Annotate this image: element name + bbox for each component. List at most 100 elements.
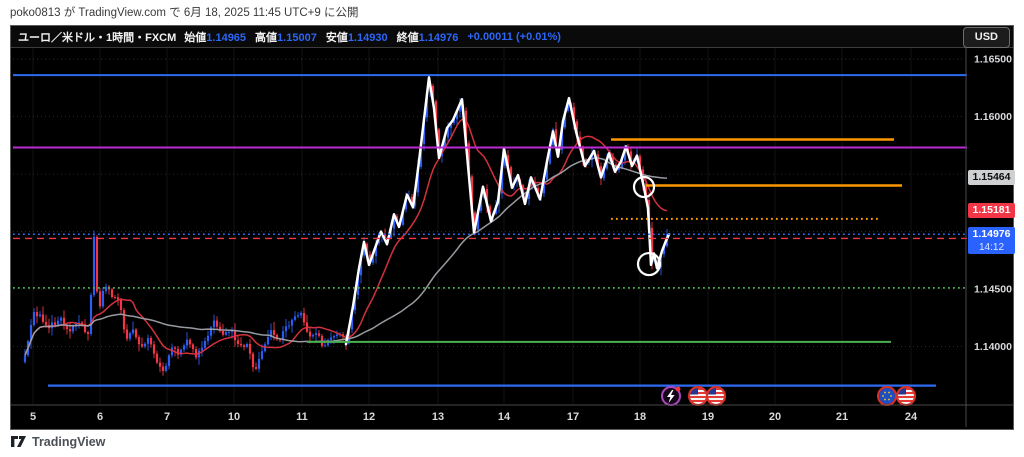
candle-down <box>44 321 48 325</box>
candle-down <box>650 227 654 263</box>
candle-up <box>455 111 459 120</box>
candle-down <box>596 154 600 167</box>
change-value: +0.00011 (+0.01%) <box>467 30 561 43</box>
candle-down <box>152 344 156 354</box>
candle-down <box>161 366 165 371</box>
chart-plot-area[interactable]: 1.165001.160001.155001.150001.145001.140… <box>11 26 1013 427</box>
candle-down <box>68 329 72 332</box>
candle-down <box>506 155 510 168</box>
candle-up <box>38 314 42 317</box>
candle-down <box>98 291 102 307</box>
candle-up <box>362 243 366 256</box>
candle-up <box>356 275 360 295</box>
ma-fast-price-tag: 1.15181 <box>968 203 1015 218</box>
level-lines[interactable] <box>13 74 967 387</box>
candle-up <box>563 110 567 128</box>
entry-circle-lower[interactable] <box>636 251 662 277</box>
ohlc-field: 終値1.14976 <box>396 31 459 44</box>
currency-button[interactable]: USD <box>962 27 1010 48</box>
last-price-tag: 1.14976 14:12 <box>968 227 1015 254</box>
candle-up <box>500 165 504 194</box>
candle-down <box>188 339 192 345</box>
candle-down <box>308 331 312 337</box>
candle-down <box>611 156 615 165</box>
candle-down <box>251 353 255 368</box>
candle-down <box>584 160 588 163</box>
candle-down <box>113 297 117 298</box>
candle-down <box>218 326 222 331</box>
candle-up <box>143 343 147 347</box>
time-tick-label: 6 <box>97 411 103 423</box>
candle-down <box>239 343 243 346</box>
ohlc-legend[interactable]: ユーロ／米ドル・1時間・FXCM 始値1.14965 高値1.15007 安値1.1… <box>11 26 1013 48</box>
candle-down <box>614 164 618 170</box>
candle-down <box>83 324 87 333</box>
eu-flag-icon[interactable] <box>877 386 897 406</box>
tradingview-logo[interactable]: TradingView <box>10 434 105 449</box>
candle-down <box>176 348 180 355</box>
time-tick-label: 11 <box>296 411 308 423</box>
candle-up <box>542 179 546 194</box>
time-tick-label: 5 <box>30 411 36 423</box>
us-flag-icon[interactable] <box>706 386 726 406</box>
candle-up <box>404 199 408 210</box>
time-tick-label: 7 <box>164 411 170 423</box>
candle-up <box>662 246 666 254</box>
candle-up <box>146 338 150 344</box>
candle-up <box>311 334 315 337</box>
candle-down <box>410 196 414 206</box>
candle-up <box>281 331 285 340</box>
candle-down <box>521 185 525 194</box>
us-flag-icon[interactable] <box>688 386 708 406</box>
flash-event-icon[interactable] <box>661 386 681 406</box>
symbol-title: ユーロ／米ドル・1時間・FXCM <box>18 31 177 44</box>
candle-up <box>293 316 297 320</box>
us-flag-icon[interactable] <box>896 386 916 406</box>
ma-fast-red <box>24 117 668 356</box>
candle-up <box>332 336 336 338</box>
zigzag-line[interactable] <box>344 76 671 346</box>
candle-up <box>602 168 606 179</box>
tradingview-logo-text: TradingView <box>32 434 106 449</box>
time-tick-label: 21 <box>836 411 848 423</box>
price-tick-label: 1.14000 <box>974 341 1012 353</box>
candle-up <box>479 197 483 211</box>
candle-down <box>155 353 159 363</box>
candle-up <box>23 355 27 363</box>
candle-down <box>137 337 141 345</box>
candle-up <box>182 345 186 350</box>
candle-up <box>212 320 216 328</box>
candle-up <box>335 334 339 337</box>
candle-up <box>329 337 333 340</box>
candle-down <box>62 317 66 326</box>
event-icons[interactable] <box>661 386 916 406</box>
candle-up <box>128 333 132 339</box>
candle-down <box>275 334 279 340</box>
ohlc-field: 始値1.14965 <box>184 31 247 44</box>
time-scale[interactable] <box>11 405 966 427</box>
candle-down <box>95 236 99 292</box>
entry-circle-upper[interactable] <box>632 175 656 199</box>
candle-up <box>347 329 351 344</box>
candle-down <box>467 143 471 177</box>
candle-up <box>209 327 213 336</box>
markers[interactable] <box>632 175 662 277</box>
candle-up <box>419 143 423 167</box>
candle-up <box>389 228 393 238</box>
candle-down <box>464 110 468 144</box>
candle-up <box>566 103 570 111</box>
candle-up <box>458 104 462 112</box>
candle-down <box>488 206 492 215</box>
candle-down <box>233 330 237 341</box>
candle-down <box>125 329 129 339</box>
candle-up <box>179 349 183 355</box>
candle-down <box>110 289 114 298</box>
candle-up <box>416 166 420 193</box>
vertical-gridlines <box>32 48 912 404</box>
bar-countdown: 14:12 <box>978 242 1005 253</box>
candle-up <box>227 331 231 333</box>
candle-down <box>317 333 321 336</box>
candle-down <box>278 339 282 341</box>
candle-up <box>32 312 36 325</box>
